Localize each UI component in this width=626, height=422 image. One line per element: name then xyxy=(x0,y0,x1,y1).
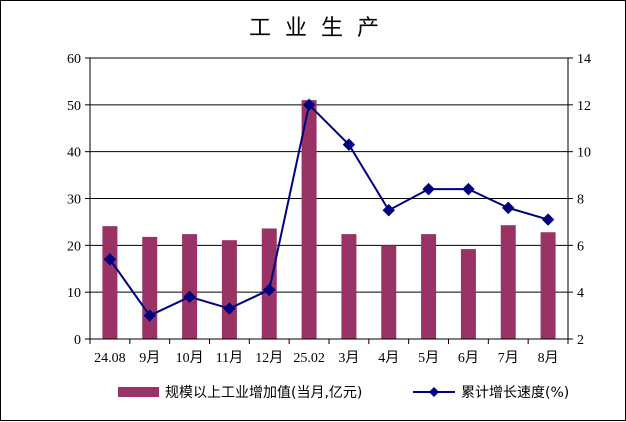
gridlines xyxy=(90,104,568,293)
y-right-tick-label: 4 xyxy=(577,286,584,301)
y-right-tick-label: 10 xyxy=(577,146,591,161)
line-point xyxy=(223,302,236,315)
legend-swatch-bar xyxy=(118,387,159,397)
y-left-tick-label: 20 xyxy=(67,239,81,254)
x-tick-label: 6月 xyxy=(458,350,479,366)
line-point xyxy=(143,309,156,322)
y-left-tick-label: 0 xyxy=(74,333,81,348)
bar xyxy=(301,100,317,340)
x-tick-label: 12月 xyxy=(255,350,283,366)
line-point xyxy=(183,290,196,304)
bar xyxy=(102,226,118,339)
bar-series xyxy=(102,100,556,340)
y-left-tick-label: 30 xyxy=(67,193,81,208)
bar xyxy=(540,232,556,339)
y-right-tick-label: 2 xyxy=(577,333,584,348)
x-tick-label: 9月 xyxy=(139,350,160,366)
series-line xyxy=(109,102,549,317)
legend-marker xyxy=(429,387,439,397)
y-left-tick-label: 50 xyxy=(67,99,81,114)
line-point xyxy=(263,283,276,297)
x-tick-label: 24.08 xyxy=(94,351,126,366)
x-tick-label: 3月 xyxy=(338,350,359,366)
legend-label-line: 累计增长速度(%) xyxy=(461,385,569,401)
x-tick-label: 5月 xyxy=(418,350,439,366)
y-left-tick-label: 60 xyxy=(67,52,81,67)
x-tick-label: 8月 xyxy=(538,350,559,366)
y-right-tick-label: 12 xyxy=(577,99,591,114)
line-point xyxy=(342,138,356,151)
bar xyxy=(421,234,437,339)
y-left-tick-label: 40 xyxy=(67,146,81,161)
line-point xyxy=(382,204,395,217)
line-point xyxy=(541,213,555,226)
legend: 规模以上工业增加值(当月,亿元) 累计增长速度(%) xyxy=(118,385,569,401)
bar xyxy=(182,234,198,339)
axes: 0 10 20 30 40 50 60 2 4 6 8 10 12 14 24.08 9月 10月 11月 12月 2… xyxy=(67,52,591,366)
legend-label-bar: 规模以上工业增加值(当月,亿元) xyxy=(165,385,362,401)
bar xyxy=(142,236,158,339)
bar xyxy=(460,249,476,339)
y-right-tick-label: 6 xyxy=(577,239,584,254)
x-tick-label: 7月 xyxy=(498,350,519,366)
line-point xyxy=(103,253,117,266)
x-tick-label: 10月 xyxy=(176,350,204,366)
y-right-tick-label: 8 xyxy=(577,193,584,208)
chart-title: 工业生产 xyxy=(249,16,393,41)
line-point xyxy=(422,182,435,196)
line-point xyxy=(302,98,316,112)
bar xyxy=(500,225,516,339)
line-point xyxy=(502,201,515,215)
y-left-tick-label: 10 xyxy=(67,286,81,301)
line-series xyxy=(103,98,555,322)
bar xyxy=(221,240,237,339)
y-right-tick-label: 14 xyxy=(577,52,591,67)
x-tick-label: 25.02 xyxy=(293,351,325,366)
bar xyxy=(341,234,357,339)
bar xyxy=(381,245,397,339)
x-tick-label: 4月 xyxy=(378,350,399,366)
line-point xyxy=(462,182,475,196)
x-tick-label: 11月 xyxy=(216,350,243,366)
